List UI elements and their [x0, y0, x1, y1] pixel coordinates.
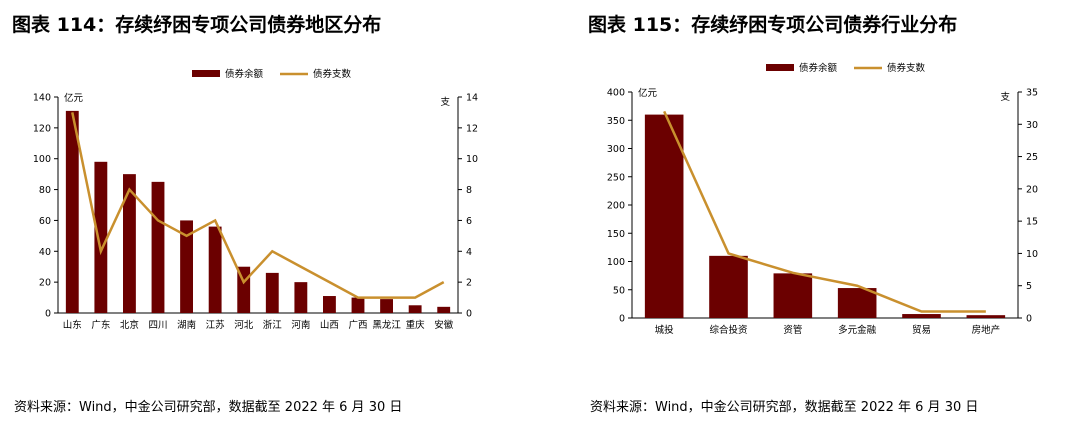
y-left-tick-label: 0: [45, 309, 51, 320]
legend-line-label: 债券支数: [887, 62, 926, 74]
source-note-industry: 资料来源：Wind，中金公司研究部，数据截至 2022 年 6 月 30 日: [590, 400, 979, 415]
y-right-tick-label: 20: [1026, 184, 1038, 195]
y-right-tick-label: 2: [466, 278, 472, 289]
x-tick-label: 山东: [63, 319, 82, 331]
count-line: [71, 112, 445, 299]
bar: [644, 114, 684, 318]
y-left-tick-label: 20: [39, 278, 51, 289]
x-tick-label: 北京: [120, 319, 139, 331]
y-left-tick-label: 300: [607, 144, 625, 155]
y-left-tick-label: 150: [607, 229, 625, 240]
bar: [709, 255, 748, 318]
bar: [208, 226, 222, 313]
y-left-tick-label: 40: [39, 247, 51, 258]
x-tick-label: 资管: [783, 324, 802, 336]
y-right-tick-label: 0: [466, 309, 472, 320]
x-tick-label: 江苏: [206, 319, 226, 331]
y-left-tick-label: 200: [607, 201, 625, 212]
y-right-tick-label: 14: [466, 93, 478, 104]
y-left-tick-label: 80: [39, 185, 51, 196]
bar: [180, 220, 193, 313]
y-left-tick-label: 100: [607, 257, 625, 268]
y-left-tick-label: 400: [607, 88, 625, 99]
y-left-tick-label: 250: [607, 172, 625, 183]
x-tick-label: 山西: [320, 320, 339, 331]
y-right-tick-label: 0: [1026, 314, 1032, 325]
x-tick-label: 河南: [291, 319, 310, 331]
y-right-tick-label: 15: [1026, 217, 1038, 228]
bar: [151, 181, 165, 313]
bar: [837, 288, 877, 318]
x-tick-label: 重庆: [406, 319, 426, 331]
bar: [380, 299, 393, 313]
y-left-unit-label: 亿元: [64, 92, 84, 104]
legend-bar-swatch: [766, 64, 794, 71]
y-right-tick-label: 5: [1026, 281, 1032, 292]
x-tick-label: 四川: [148, 320, 167, 331]
x-tick-label: 贸易: [912, 324, 931, 336]
y-right-unit-label: 支: [1000, 91, 1010, 103]
x-tick-label: 多元金融: [838, 324, 877, 336]
y-right-tick-label: 8: [466, 185, 472, 196]
x-tick-label: 房地产: [972, 324, 1001, 336]
y-right-tick-label: 30: [1026, 120, 1038, 131]
chart-title-industry: 图表 115：存续纾困专项公司债券行业分布: [588, 14, 958, 36]
y-right-unit-label: 支: [440, 96, 450, 108]
y-right-tick-label: 10: [1026, 249, 1038, 260]
x-tick-label: 广东: [91, 319, 110, 331]
y-right-tick-label: 6: [466, 216, 472, 227]
count-line: [663, 110, 986, 313]
bar: [351, 297, 365, 313]
bar: [265, 272, 279, 313]
y-left-tick-label: 60: [39, 216, 51, 227]
x-tick-label: 综合投资: [709, 324, 748, 336]
y-right-tick-label: 12: [466, 123, 478, 134]
y-right-tick-label: 25: [1026, 152, 1038, 163]
x-tick-label: 安徽: [434, 319, 454, 331]
y-left-unit-label: 亿元: [638, 87, 658, 99]
industry-chart: 0 50 100 150 200 250 300 350 400 0 5 10 15 20 25 30 35 亿元…: [607, 62, 1038, 336]
bar: [773, 273, 813, 318]
bar: [902, 314, 941, 318]
legend-bar-label: 债券余额: [799, 62, 838, 74]
bar: [94, 161, 108, 313]
bar: [123, 174, 136, 313]
x-tick-label: 黑龙江: [372, 319, 401, 331]
y-left-tick-label: 0: [619, 314, 625, 325]
bar: [408, 305, 422, 313]
x-tick-label: 湖南: [177, 319, 196, 331]
y-left-tick-label: 50: [613, 285, 625, 296]
x-tick-label: 广西: [348, 319, 367, 331]
region-chart: 0 20 40 60 80 100 120 140 0 2 4 6 8 10 12 14 亿元 支山东 广东 北京 四川…: [33, 68, 478, 331]
legend-line-label: 债券支数: [313, 68, 352, 80]
legend-bar-label: 债券余额: [225, 68, 264, 80]
source-note-region: 资料来源：Wind，中金公司研究部，数据截至 2022 年 6 月 30 日: [14, 400, 403, 415]
y-right-tick-label: 35: [1026, 88, 1038, 99]
y-right-tick-label: 4: [466, 247, 472, 258]
y-right-tick-label: 10: [466, 154, 478, 165]
bar: [323, 296, 336, 313]
chart-title-region: 图表 114：存续纾困专项公司债券地区分布: [12, 14, 382, 36]
y-left-tick-label: 120: [33, 123, 51, 134]
bar: [294, 282, 308, 313]
bar: [65, 110, 79, 313]
x-tick-label: 浙江: [263, 319, 283, 331]
y-left-tick-label: 140: [33, 93, 51, 104]
bar: [437, 306, 451, 313]
y-left-tick-label: 100: [33, 154, 51, 165]
bar: [966, 315, 1006, 318]
legend-bar-swatch: [192, 70, 220, 77]
y-left-tick-label: 350: [607, 116, 625, 127]
x-tick-label: 城投: [655, 324, 675, 336]
x-tick-label: 河北: [234, 319, 254, 331]
